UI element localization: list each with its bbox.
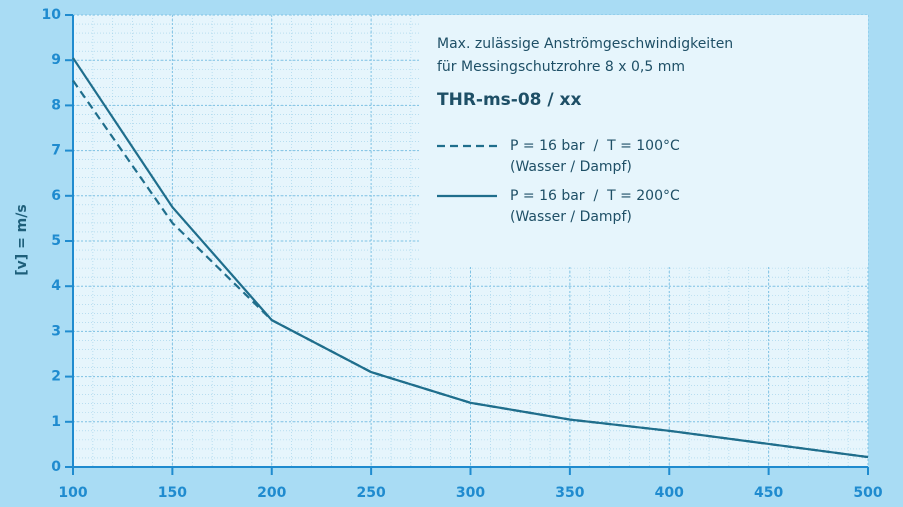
legend-box [420, 15, 868, 265]
x-tick-label: 150 [158, 485, 187, 501]
y-tick-label: 6 [51, 188, 61, 204]
x-tick-label: 300 [456, 485, 485, 501]
x-tick-label: 400 [655, 485, 684, 501]
y-axis-label: [v] = m/s [14, 204, 30, 275]
legend-label: P = 16 bar / T = 200°C [510, 188, 680, 204]
y-tick-label: 7 [51, 143, 61, 159]
series-line [72, 57, 869, 459]
legend-heading: THR-ms-08 / xx [437, 90, 582, 110]
x-tick-label: 250 [357, 485, 386, 501]
x-tick-label: 500 [853, 485, 882, 501]
y-tick-label: 0 [51, 459, 61, 475]
legend-label: (Wasser / Dampf) [510, 159, 632, 175]
y-tick-label: 3 [51, 323, 61, 339]
y-tick-label: 5 [51, 233, 61, 249]
x-tick-label: 450 [754, 485, 783, 501]
y-tick-label: 2 [51, 369, 61, 385]
legend-title: für Messingschutzrohre 8 x 0,5 mm [437, 59, 685, 75]
legend-label: (Wasser / Dampf) [510, 209, 632, 225]
y-tick-label: 4 [51, 278, 61, 294]
y-tick-label: 1 [51, 414, 61, 430]
y-tick-label: 9 [51, 52, 61, 68]
legend-title: Max. zulässige Anströmgeschwindigkeiten [437, 36, 733, 52]
series-line [72, 79, 869, 459]
legend-label: P = 16 bar / T = 100°C [510, 138, 680, 154]
y-tick-label: 10 [42, 7, 62, 23]
x-tick-label: 200 [257, 485, 286, 501]
y-tick-label: 8 [51, 97, 61, 113]
x-tick-label: 350 [555, 485, 584, 501]
x-tick-label: 100 [58, 485, 87, 501]
